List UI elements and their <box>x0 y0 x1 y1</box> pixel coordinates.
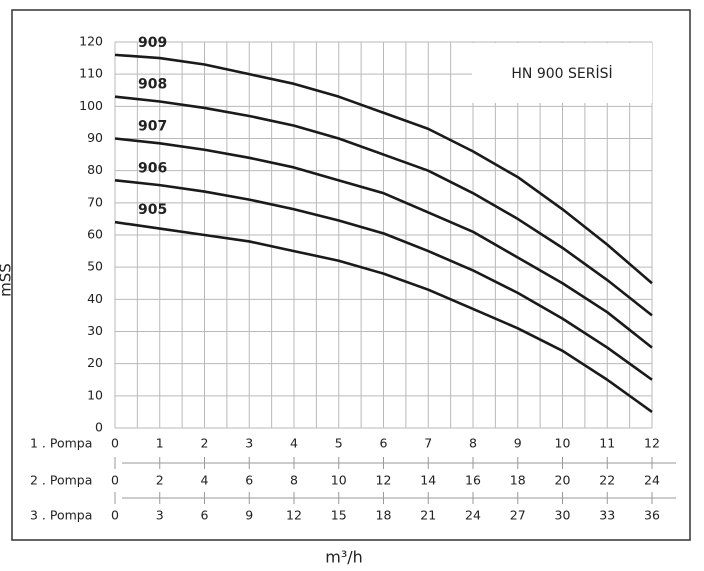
y-tick-label: 10 <box>87 387 103 402</box>
x-tick-label: 20 <box>555 473 571 488</box>
x-tick-label: 0 <box>111 436 119 451</box>
x-tick-label: 3 <box>156 508 164 523</box>
pump-curve <box>114 53 653 285</box>
x-tick-label: 27 <box>510 508 526 523</box>
x-tick-label: 8 <box>290 473 298 488</box>
title-box <box>472 43 652 103</box>
axis-row-label: 1 . Pompa <box>30 436 92 451</box>
x-tick-label: 6 <box>380 436 388 451</box>
x-tick-label: 4 <box>290 436 298 451</box>
x-tick-label: 2 <box>156 473 164 488</box>
axis-row-label: 2 . Pompa <box>30 473 92 488</box>
x-tick-label: 12 <box>286 508 302 523</box>
x-tick-label: 16 <box>465 473 481 488</box>
x-tick-label: 2 <box>201 436 209 451</box>
x-tick-label: 0 <box>111 473 119 488</box>
y-tick-label: 110 <box>79 66 103 81</box>
pump-curve <box>114 95 653 317</box>
x-tick-label: 5 <box>335 436 343 451</box>
x-tick-label: 3 <box>245 436 253 451</box>
x-tick-label: 18 <box>376 508 392 523</box>
pump-curve <box>114 220 653 413</box>
chart-title: HN 900 SERİSİ <box>511 64 612 82</box>
x-tick-label: 9 <box>514 436 522 451</box>
grid <box>114 41 653 429</box>
y-tick-label: 50 <box>87 259 103 274</box>
x-tick-label: 24 <box>465 508 481 523</box>
series-label: 906 <box>138 160 167 176</box>
y-tick-label: 70 <box>87 194 103 209</box>
x-tick-label: 11 <box>599 436 615 451</box>
series-label: 905 <box>138 202 167 218</box>
x-tick-label: 24 <box>644 473 660 488</box>
x-tick-label: 36 <box>644 508 660 523</box>
series-label: 907 <box>138 119 167 135</box>
series-label: 909 <box>138 35 167 51</box>
y-tick-label: 60 <box>87 227 103 242</box>
y-tick-label: 100 <box>79 98 103 113</box>
y-tick-label: 20 <box>87 355 103 370</box>
x-tick-label: 30 <box>555 508 571 523</box>
x-tick-label: 14 <box>420 473 436 488</box>
x-tick-label: 10 <box>555 436 571 451</box>
y-tick-label: 40 <box>87 291 103 306</box>
x-tick-label: 9 <box>245 508 253 523</box>
y-axis-label: mSS <box>0 263 15 297</box>
x-tick-label: 33 <box>599 508 615 523</box>
x-tick-label: 1 <box>156 436 164 451</box>
axis-row-label: 3 . Pompa <box>30 508 92 523</box>
y-tick-label: 120 <box>79 34 103 49</box>
y-tick-label: 90 <box>87 130 103 145</box>
y-tick-label: 80 <box>87 162 103 177</box>
pump-curve <box>114 179 653 381</box>
x-tick-label: 15 <box>331 508 347 523</box>
x-tick-label: 0 <box>111 508 119 523</box>
x-tick-label: 10 <box>331 473 347 488</box>
x-axis-label: m³/h <box>325 548 363 567</box>
x-tick-label: 8 <box>469 436 477 451</box>
series-label: 908 <box>138 77 167 93</box>
x-tick-label: 21 <box>420 508 436 523</box>
x-tick-label: 6 <box>201 508 209 523</box>
x-tick-label: 12 <box>376 473 392 488</box>
x-tick-label: 7 <box>424 436 432 451</box>
x-tick-label: 22 <box>599 473 615 488</box>
y-tick-label: 0 <box>95 420 103 435</box>
y-tick-label: 30 <box>87 323 103 338</box>
x-tick-label: 4 <box>201 473 209 488</box>
x-tick-label: 6 <box>245 473 253 488</box>
x-tick-label: 12 <box>644 436 660 451</box>
x-tick-label: 18 <box>510 473 526 488</box>
pump-curve <box>114 137 653 349</box>
